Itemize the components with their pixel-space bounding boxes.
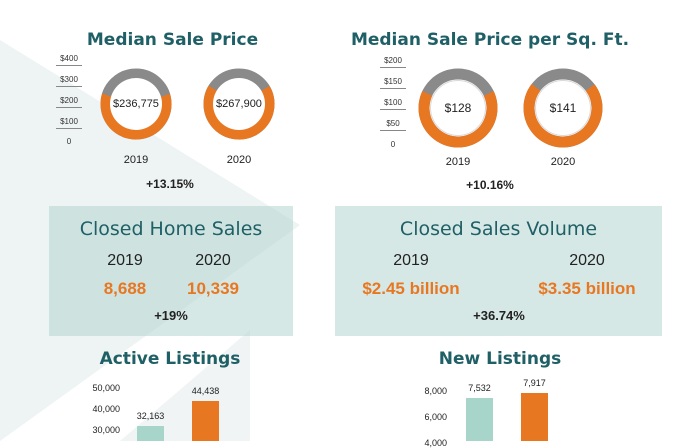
price-per-sqft-scale: $200 $150 $100 $50 0 xyxy=(380,55,406,150)
donut-2019: $128 xyxy=(418,68,498,148)
donut-arc xyxy=(203,68,275,140)
scale-tick: $200 xyxy=(56,95,82,108)
year-2019: 2019 xyxy=(107,252,143,269)
value-2019: $2.45 billion xyxy=(362,279,460,298)
bar-value-label: 44,438 xyxy=(191,385,220,396)
y-tick-label: 6,000 xyxy=(424,412,447,422)
scale-tick: $50 xyxy=(380,118,406,131)
new-listings-title: New Listings xyxy=(438,349,562,369)
y-tick-label: 4,000 xyxy=(424,438,447,448)
value-2020: $3.35 billion xyxy=(538,279,636,298)
scale-tick: $100 xyxy=(380,97,406,110)
donut-2020: $141 xyxy=(523,68,603,148)
y-tick-label: 30,000 xyxy=(92,425,120,435)
median-sale-price-scale: $400 $300 $200 $100 0 xyxy=(56,53,82,148)
bar-2019 xyxy=(137,426,164,441)
scale-tick: 0 xyxy=(66,137,72,146)
median-sale-price-change: +13.15% xyxy=(146,177,194,191)
donut-arc xyxy=(100,68,172,140)
scale-tick: $100 xyxy=(56,116,82,129)
scale-tick: $200 xyxy=(380,55,406,68)
bar-2020 xyxy=(192,400,219,441)
donut-2019: $236,775 xyxy=(100,68,172,140)
donut-arc xyxy=(418,68,498,148)
year-2020: 2020 xyxy=(195,252,231,269)
median-sale-price-title: Median Sale Price xyxy=(86,30,259,50)
closed-sales-volume-panel: Closed Sales Volume 2019 2020 $2.45 bill… xyxy=(335,206,662,336)
bar-value-label: 32,163 xyxy=(136,411,165,422)
year-label-2020: 2020 xyxy=(226,154,252,166)
scale-tick: 0 xyxy=(390,140,396,149)
year-label-2019: 2019 xyxy=(445,156,471,168)
active-listings-title: Active Listings xyxy=(99,349,241,369)
donut-value: $267,900 xyxy=(213,78,265,130)
scale-tick: $400 xyxy=(56,53,82,66)
price-per-sqft-title: Median Sale Price per Sq. Ft. xyxy=(350,30,630,50)
bar-value-label: 7,532 xyxy=(468,383,491,394)
year-2019: 2019 xyxy=(393,252,429,269)
closed-home-sales-change: +19% xyxy=(154,308,188,323)
donut-value: $236,775 xyxy=(110,78,162,130)
closed-sales-volume-title: Closed Sales Volume xyxy=(399,218,598,240)
year-label-2020: 2020 xyxy=(550,156,576,168)
year-2020: 2020 xyxy=(569,252,605,269)
y-tick-label: 8,000 xyxy=(424,386,447,396)
closed-sales-volume-change: +36.74% xyxy=(473,308,525,323)
scale-tick: $150 xyxy=(380,76,406,89)
value-2020: 10,339 xyxy=(187,279,239,298)
price-per-sqft-change: +10.16% xyxy=(466,178,514,192)
donut-value: $141 xyxy=(536,81,590,135)
bar-2020 xyxy=(521,393,548,441)
y-tick-label: 40,000 xyxy=(92,404,120,414)
closed-home-sales-title: Closed Home Sales xyxy=(79,218,263,240)
donut-value: $128 xyxy=(431,81,485,135)
value-2019: 8,688 xyxy=(103,279,147,298)
bar-2019 xyxy=(466,398,493,441)
year-label-2019: 2019 xyxy=(123,154,149,166)
donut-2020: $267,900 xyxy=(203,68,275,140)
closed-home-sales-panel: Closed Home Sales 2019 2020 8,688 10,339… xyxy=(49,206,293,336)
bar-value-label: 7,917 xyxy=(523,378,546,389)
y-tick-label: 50,000 xyxy=(92,383,120,393)
scale-tick: $300 xyxy=(56,74,82,87)
